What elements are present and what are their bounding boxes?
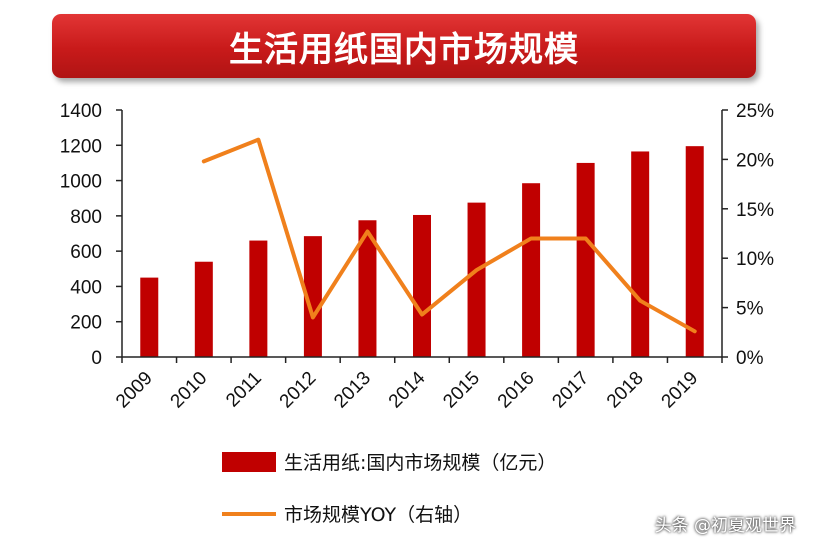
watermark: 头条 @初夏观世界 xyxy=(654,516,796,536)
left-tick-label: 0 xyxy=(91,348,102,369)
bar-2018 xyxy=(631,151,650,357)
x-tick-label: 2019 xyxy=(658,368,703,413)
left-tick-label: 800 xyxy=(70,207,102,228)
legend-line-swatch xyxy=(222,511,276,516)
right-tick-label: 15% xyxy=(736,200,774,221)
x-tick-label: 2012 xyxy=(276,368,321,413)
right-tick-label: 10% xyxy=(736,249,774,270)
bar-2019 xyxy=(685,146,704,357)
right-tick-label: 20% xyxy=(736,150,774,171)
left-tick-label: 600 xyxy=(70,242,102,263)
x-tick-label: 2014 xyxy=(385,367,430,412)
bar-2015 xyxy=(467,202,486,357)
right-tick-label: 5% xyxy=(736,299,764,320)
x-tick-label: 2010 xyxy=(167,368,212,413)
line-series xyxy=(201,137,697,334)
bar-2010 xyxy=(194,261,213,357)
bar-series xyxy=(140,146,704,357)
left-tick-label: 200 xyxy=(70,313,102,334)
legend-bar-label: 生活用纸:国内市场规模（亿元） xyxy=(284,452,557,474)
legend-item-line: 市场规模YOY（右轴） xyxy=(222,500,472,527)
bar-2017 xyxy=(576,162,595,357)
left-tick-label: 1400 xyxy=(60,101,102,122)
legend-item-bar: 生活用纸:国内市场规模（亿元） xyxy=(222,448,556,475)
legend-line-label: 市场规模YOY（右轴） xyxy=(284,504,473,526)
bar-2011 xyxy=(249,240,268,357)
axes xyxy=(116,109,728,363)
bar-2013 xyxy=(358,220,377,357)
title-banner: 生活用纸国内市场规模 xyxy=(52,14,756,78)
left-tick-label: 1000 xyxy=(60,172,102,193)
x-tick-label: 2017 xyxy=(548,368,593,413)
bar-2012 xyxy=(303,236,322,357)
x-tick-label: 2011 xyxy=(222,368,266,412)
left-tick-label: 1200 xyxy=(60,136,102,157)
x-tick-label: 2013 xyxy=(330,368,375,413)
x-tick-label: 2009 xyxy=(112,368,157,413)
right-tick-label: 0% xyxy=(736,348,764,369)
bar-2014 xyxy=(413,214,431,357)
x-tick-label: 2016 xyxy=(494,368,539,413)
yoy-line xyxy=(201,137,697,334)
bar-2016 xyxy=(522,183,541,357)
bar-2009 xyxy=(140,277,159,357)
x-tick-label: 2018 xyxy=(603,368,648,413)
legend-bar-swatch xyxy=(222,451,276,472)
right-tick-label: 25% xyxy=(736,101,774,122)
chart-title: 生活用纸国内市场规模 xyxy=(229,29,579,70)
x-tick-label: 2015 xyxy=(439,368,484,413)
left-tick-label: 400 xyxy=(70,277,102,298)
